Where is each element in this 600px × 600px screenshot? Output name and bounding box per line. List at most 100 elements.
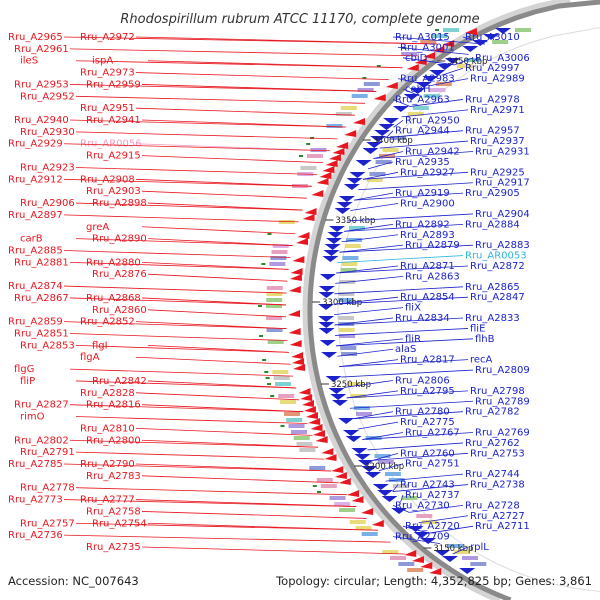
gene-arrow-right-strand xyxy=(318,304,335,310)
label-leader-line xyxy=(334,317,394,326)
cog-category-block xyxy=(340,346,357,350)
label-leader-line xyxy=(75,380,296,389)
label-leader-line xyxy=(335,275,404,284)
gene-arrow-left-strand xyxy=(302,214,315,221)
gene-label-right: Rru_A2900 xyxy=(400,199,455,210)
cog-category-block xyxy=(407,568,424,572)
label-leader-line xyxy=(372,452,469,461)
label-leader-line xyxy=(400,494,404,503)
gene-arrow-left-strand xyxy=(301,400,314,407)
cog-category-block xyxy=(382,550,399,554)
cog-category-block xyxy=(351,94,368,98)
gene-arrow-left-strand xyxy=(288,328,301,335)
gene-label-right: Rru_A2872 xyxy=(470,261,525,272)
label-leader-line xyxy=(147,202,303,211)
gene-arrow-right-strand xyxy=(343,184,360,190)
cog-category-block xyxy=(369,172,386,176)
cog-category-block xyxy=(365,436,382,440)
cog-category-block xyxy=(270,256,287,260)
gene-label-right: Rru_A2917 xyxy=(475,178,530,189)
gene-label-right: Rru_A2762 xyxy=(465,438,520,449)
cog-category-block xyxy=(464,58,481,62)
gene-arrow-right-strand xyxy=(409,88,426,94)
gene-label-right: Rru_A2727 xyxy=(470,511,525,522)
gene-arrow-right-strand xyxy=(318,286,335,292)
gene-label-left: Rru_A2923 xyxy=(20,162,75,173)
gene-label-left: Rru_A2940 xyxy=(14,115,69,126)
gene-label-right: rplL xyxy=(470,542,489,553)
label-leader-line xyxy=(135,356,291,365)
gene-label-left: Rru_A2972 xyxy=(80,32,135,43)
cog-category-block xyxy=(266,304,282,308)
cog-category-block xyxy=(384,472,401,476)
cog-category-block xyxy=(338,328,355,332)
gene-label-right: Rru_A2989 xyxy=(470,74,525,85)
cog-category-block xyxy=(341,262,358,266)
gene-arrow-left-strand xyxy=(298,388,311,395)
cog-category-block xyxy=(390,556,406,560)
gene-arrow-left-strand xyxy=(406,64,419,71)
label-leader-line xyxy=(386,130,394,138)
gene-arrow-right-strand xyxy=(362,148,379,154)
gene-arrow-right-strand xyxy=(343,430,360,436)
gene-label-left: Rru_A2827 xyxy=(14,400,69,411)
gene-arrow-left-strand xyxy=(292,256,305,263)
gene-arrow-left-strand xyxy=(292,358,305,365)
label-leader-line xyxy=(354,192,464,201)
feature-tick xyxy=(259,335,264,337)
label-leader-line xyxy=(69,368,294,377)
feature-tick xyxy=(267,233,272,235)
label-leader-line xyxy=(135,392,300,401)
gene-arrow-right-strand xyxy=(345,436,362,442)
label-leader-line xyxy=(141,155,324,164)
gene-arrow-left-strand xyxy=(325,160,338,167)
backbone-shadow xyxy=(302,0,571,600)
gene-arrow-right-strand xyxy=(326,238,343,244)
gene-label-left: Rru_A2816 xyxy=(86,400,141,411)
cog-category-block xyxy=(339,508,356,512)
label-leader-line xyxy=(147,309,287,318)
cog-category-block xyxy=(347,382,363,386)
feature-tick xyxy=(376,65,381,67)
gene-label-left: Rru_A2890 xyxy=(92,234,147,245)
label-leader-line xyxy=(402,525,429,534)
label-leader-line xyxy=(63,143,331,152)
gene-label-right: Rru_A2753 xyxy=(470,448,525,459)
cog-category-block xyxy=(320,484,337,488)
gene-label-right: Rru_A2795 xyxy=(400,386,455,397)
gene-label-left: greA xyxy=(86,222,109,233)
gene-label-left: Rru_A2953 xyxy=(14,79,69,90)
gene-label-right: Rru_A2769 xyxy=(475,428,530,439)
gene-label-left: Rru_A2778 xyxy=(20,483,75,494)
label-leader-line xyxy=(336,338,474,347)
gene-label-right: Rru_A2737 xyxy=(405,490,460,501)
gene-label-right: Rru_A2720 xyxy=(405,521,460,532)
label-leader-line xyxy=(341,234,399,243)
gene-arrow-right-strand xyxy=(372,484,389,490)
label-leader-line xyxy=(141,119,346,128)
gene-arrow-left-strand xyxy=(423,52,436,59)
label-leader-line xyxy=(75,487,348,496)
gene-arrow-right-strand xyxy=(370,136,387,142)
label-leader-line xyxy=(69,261,289,270)
gene-arrow-left-strand xyxy=(328,154,341,161)
label-leader-line xyxy=(334,317,464,326)
label-leader-line xyxy=(141,439,319,448)
label-leader-line xyxy=(397,78,431,87)
label-leader-line xyxy=(141,511,367,519)
gene-label-left: Rru_A2885 xyxy=(8,245,63,256)
feature-tick xyxy=(258,305,262,307)
label-leader-line xyxy=(362,171,469,180)
cog-category-block xyxy=(392,484,409,488)
gene-arrow-left-strand xyxy=(300,394,313,401)
gene-label-right: Rru_A2865 xyxy=(465,282,520,293)
gene-label-right: Rru_A2806 xyxy=(395,375,450,386)
gene-label-left: Rru_AR0056 xyxy=(80,139,142,150)
gene-arrow-left-strand xyxy=(338,478,351,485)
gene-label-right: Rru_A2833 xyxy=(465,313,520,324)
label-leader-line xyxy=(362,432,474,440)
label-leader-line xyxy=(362,432,404,440)
label-leader-line xyxy=(135,107,355,116)
gene-label-right: Rru_A2927 xyxy=(400,167,455,178)
cog-category-block xyxy=(272,370,289,374)
